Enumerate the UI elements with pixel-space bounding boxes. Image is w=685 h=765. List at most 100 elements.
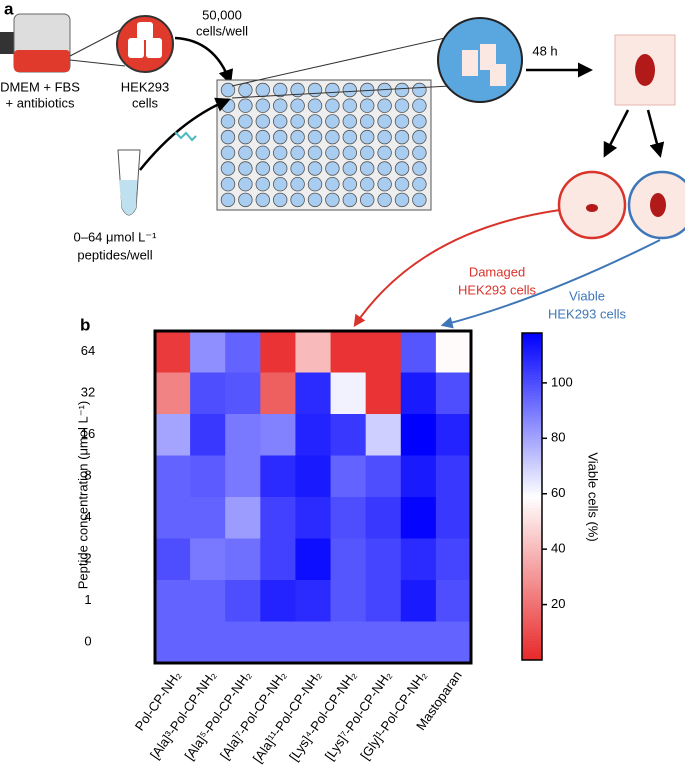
well [412, 145, 427, 161]
heat-cell [365, 580, 402, 622]
colorbar-band [522, 455, 542, 459]
plate [216, 79, 432, 211]
colorbar-tick-label: 80 [551, 430, 565, 445]
well [255, 98, 270, 113]
colorbar-band [522, 651, 542, 656]
colorbar-band [522, 428, 542, 432]
colorbar-band [522, 414, 542, 418]
colorbar-band [522, 335, 542, 339]
heat-cell [155, 331, 191, 373]
heat-cell [435, 331, 472, 373]
well [342, 98, 358, 113]
well [412, 129, 427, 145]
well [325, 145, 340, 161]
well [255, 129, 270, 145]
colorbar-band [522, 477, 542, 481]
colorbar-band [522, 346, 542, 350]
damaged-text: Damaged [469, 264, 525, 279]
colorbar-band [522, 469, 542, 473]
colorbar-band [522, 545, 542, 549]
heat-cell [295, 372, 332, 415]
heat-cell [295, 538, 332, 581]
colorbar-band [522, 521, 542, 525]
colorbar-band [522, 630, 542, 634]
cells-text: cells [132, 95, 159, 110]
colorbar-band [522, 341, 542, 345]
y-tick-label: 64 [81, 343, 95, 358]
arrow [139, 97, 231, 171]
well [325, 114, 340, 129]
colorbar-label: Viable cells (%) [586, 452, 601, 541]
colorbar-band [522, 559, 542, 563]
colorbar-band [522, 409, 542, 413]
well [342, 129, 358, 145]
heat-cell [330, 538, 367, 581]
panel-label: b [80, 315, 90, 334]
colorbar-band [522, 433, 542, 438]
heat-cell [295, 621, 332, 664]
nucleus [650, 193, 666, 217]
colorbar-band [522, 597, 542, 601]
well [360, 129, 375, 145]
panel-a: a DMEM + FBS + antibiotics HEK293 cells … [0, 0, 685, 329]
peptides-text: peptides/well [77, 247, 152, 262]
heat-cell [190, 414, 226, 456]
heat-cell [260, 621, 296, 664]
colorbar-band [522, 463, 542, 468]
well [255, 176, 270, 192]
colorbar-band [522, 551, 542, 555]
colorbar-band [522, 561, 542, 566]
well [377, 98, 392, 113]
colorbar-band [522, 461, 542, 465]
well [394, 192, 410, 208]
colorbar-band [522, 338, 542, 342]
colorbar-band [522, 586, 542, 590]
colorbar-band [522, 619, 542, 623]
well [325, 161, 340, 176]
colorbar-band [522, 382, 542, 386]
well [377, 161, 392, 176]
well [290, 114, 305, 129]
well [273, 192, 288, 208]
well [342, 114, 358, 129]
well [307, 161, 323, 176]
zoom-line [69, 59, 126, 67]
well [238, 192, 253, 208]
heat-cell [400, 621, 437, 664]
well [377, 145, 392, 161]
colorbar-band [522, 638, 542, 642]
heat-cell [190, 497, 226, 539]
heat-cell [190, 331, 226, 373]
colorbar-band [522, 512, 542, 517]
heat-cell [295, 497, 332, 539]
heat-cell [295, 414, 332, 456]
colorbar-band [522, 635, 542, 639]
heat-cell [260, 497, 296, 539]
heat-cell [365, 455, 402, 498]
well [290, 192, 305, 208]
heat-cell [400, 497, 437, 539]
heat-cell [365, 497, 402, 539]
arrow [440, 239, 661, 329]
heat-cell [435, 580, 472, 622]
well [325, 192, 340, 208]
colorbar-band [522, 627, 542, 631]
well [342, 161, 358, 176]
heat-cell [435, 414, 472, 456]
heat-cell [365, 372, 402, 415]
heat-cell [225, 538, 261, 581]
y-tick-label: 32 [81, 385, 95, 400]
colorbar-band [522, 458, 542, 462]
well [325, 176, 340, 192]
heat-cell [365, 538, 402, 581]
well [412, 161, 427, 176]
y-tick-label: 1 [84, 592, 91, 607]
well [377, 176, 392, 192]
well [220, 114, 236, 129]
well [255, 145, 270, 161]
colorbar-band [522, 431, 542, 435]
heat-cell [260, 331, 296, 373]
colorbar-band [522, 613, 542, 617]
y-tick-label: 16 [81, 426, 95, 441]
